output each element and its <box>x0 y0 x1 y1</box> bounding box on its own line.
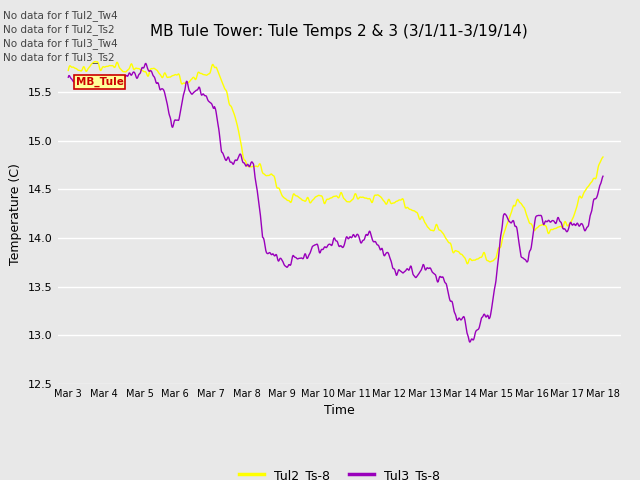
Tul3_Ts-8 <box>119 73 127 79</box>
Text: MB_Tule: MB_Tule <box>76 77 124 87</box>
Line: Tul2_Ts-8: Tul2_Ts-8 <box>68 61 603 264</box>
Line: Tul3_Ts-8: Tul3_Ts-8 <box>68 63 603 342</box>
Tul3_Ts-8 <box>492 278 500 284</box>
Tul2_Ts-8 <box>120 69 127 74</box>
Tul2_Ts-8 <box>599 154 607 160</box>
Tul3_Ts-8 <box>301 252 308 258</box>
Tul3_Ts-8 <box>281 263 289 269</box>
Tul3_Ts-8 <box>432 274 440 279</box>
Tul2_Ts-8 <box>281 195 289 201</box>
Y-axis label: Temperature (C): Temperature (C) <box>10 163 22 264</box>
Text: No data for f Tul2_Tw4
No data for f Tul2_Ts2
No data for f Tul3_Tw4
No data for: No data for f Tul2_Tw4 No data for f Tul… <box>3 10 118 63</box>
X-axis label: Time: Time <box>324 405 355 418</box>
Tul2_Ts-8 <box>92 59 99 64</box>
Tul3_Ts-8 <box>466 339 474 345</box>
Tul2_Ts-8 <box>432 222 440 228</box>
Title: MB Tule Tower: Tule Temps 2 & 3 (3/1/11-3/19/14): MB Tule Tower: Tule Temps 2 & 3 (3/1/11-… <box>150 24 528 39</box>
Tul2_Ts-8 <box>464 261 472 267</box>
Tul3_Ts-8 <box>599 173 607 179</box>
Tul2_Ts-8 <box>483 256 490 262</box>
Tul2_Ts-8 <box>492 255 500 261</box>
Tul3_Ts-8 <box>142 60 150 66</box>
Legend: Tul2_Ts-8, Tul3_Ts-8: Tul2_Ts-8, Tul3_Ts-8 <box>234 464 445 480</box>
Tul3_Ts-8 <box>65 74 72 80</box>
Tul3_Ts-8 <box>483 314 490 320</box>
Tul2_Ts-8 <box>65 68 72 73</box>
Tul2_Ts-8 <box>301 198 308 204</box>
